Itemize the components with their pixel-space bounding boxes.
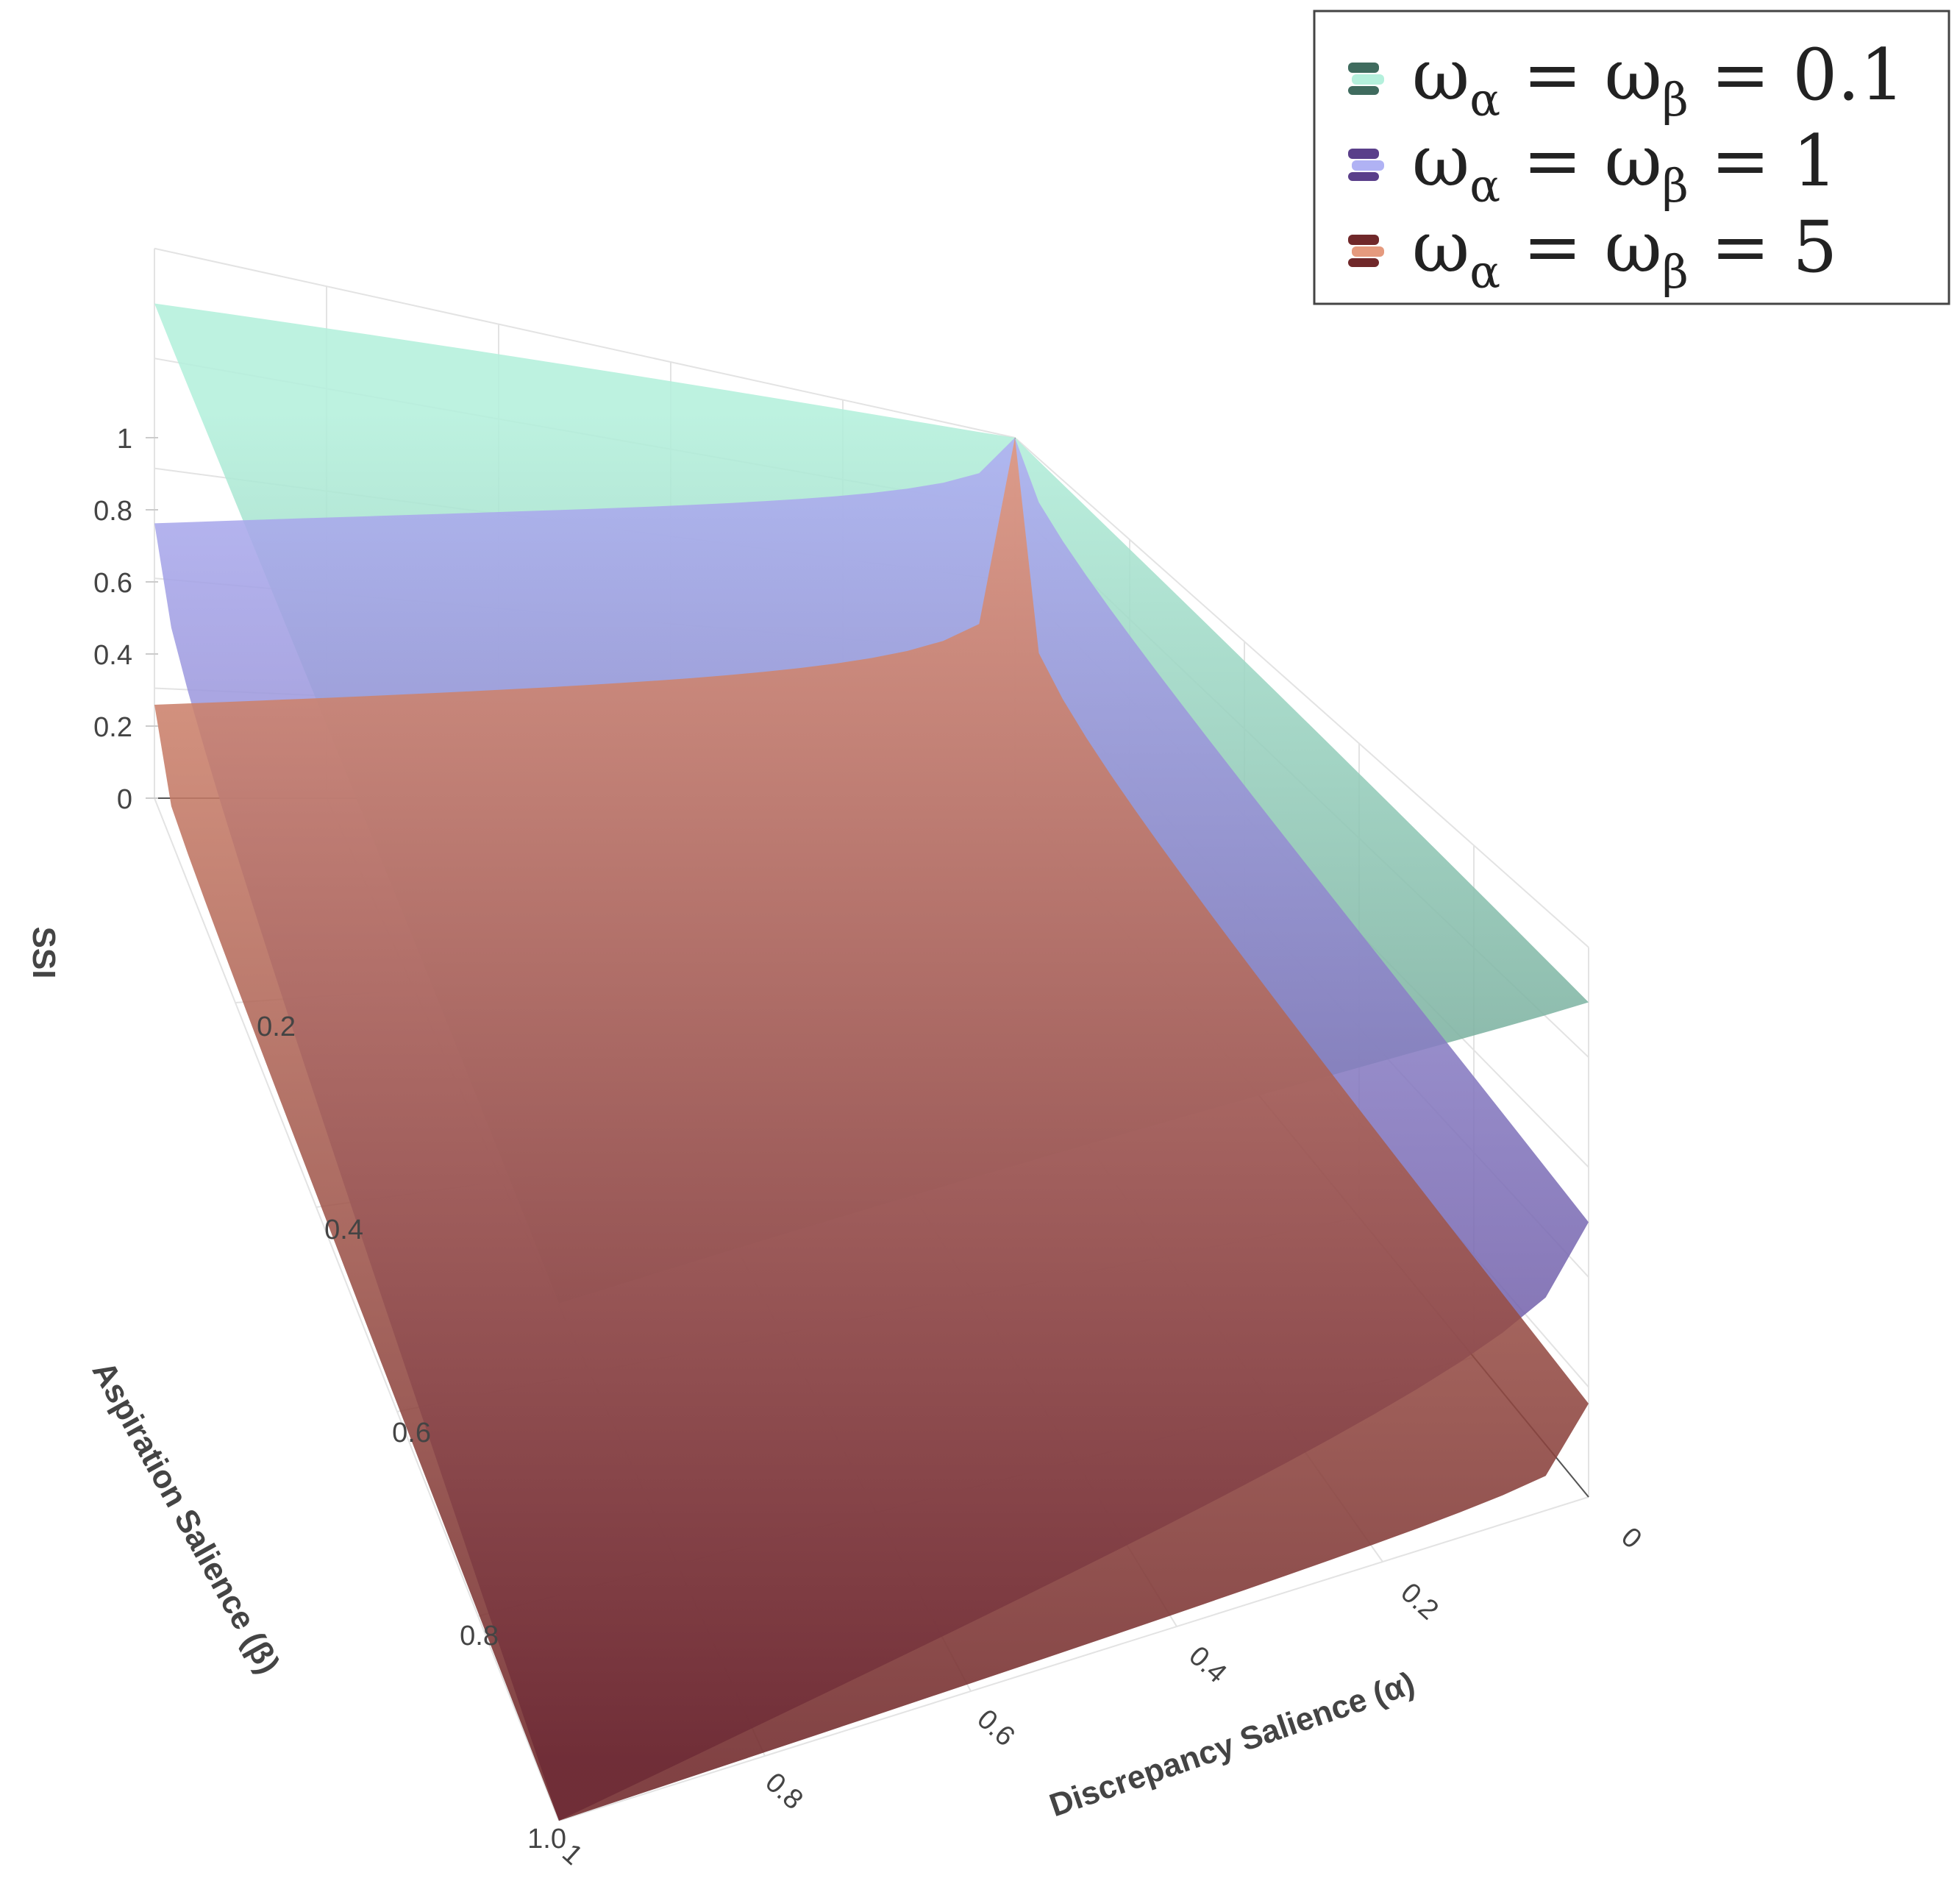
z-tick-label: 0 <box>117 784 132 815</box>
surface-omega-5 <box>154 438 1589 1821</box>
y-tick-label: 0.4 <box>324 1215 363 1245</box>
x-tick-label: 0.8 <box>759 1767 808 1816</box>
x-axis-title: Discrepancy Salience (α) <box>1045 1665 1419 1824</box>
legend-item: ωα = ωβ = 5 <box>1348 206 1837 299</box>
z-tick-label: 0.4 <box>93 640 132 671</box>
y-tick-label: 0.8 <box>460 1621 499 1652</box>
y-tick-label: 1.0 <box>527 1824 566 1855</box>
legend-swatch-icon <box>1348 235 1384 267</box>
z-axis-title: SSI <box>26 927 62 979</box>
z-tick-label: 0.2 <box>93 712 132 743</box>
legend-swatch-icon <box>1348 149 1384 181</box>
z-tick-label: 1 <box>117 424 132 455</box>
z-tick-labels: 0 0.2 0.4 0.6 0.8 1 <box>93 424 158 815</box>
y-tick-label: 0.6 <box>392 1418 431 1448</box>
legend-label: ωα = ωβ = 0.1 <box>1412 34 1905 127</box>
x-tick-label: 0.2 <box>1394 1577 1444 1626</box>
legend-swatch-icon <box>1348 63 1384 95</box>
x-tick-label: 0 <box>1615 1521 1647 1554</box>
legend-box <box>1313 10 1950 305</box>
grid-line <box>1014 437 1589 948</box>
legend-item: ωα = ωβ = 0.1 <box>1348 34 1905 127</box>
legend: ωα = ωβ = 0.1ωα = ωβ = 1ωα = ωβ = 5 <box>1313 10 1950 305</box>
z-tick-label: 0.6 <box>93 568 132 599</box>
grid-line <box>154 247 1016 438</box>
z-tick-label: 0.8 <box>93 496 132 527</box>
x-tick-label: 0.4 <box>1183 1640 1232 1690</box>
y-tick-labels: 0.2 0.4 0.6 0.8 1.0 <box>257 1012 566 1855</box>
y-axis-title: Aspiration Salience (β) <box>85 1356 287 1680</box>
legend-label: ωα = ωβ = 5 <box>1412 206 1837 299</box>
legend-label: ωα = ωβ = 1 <box>1412 120 1837 213</box>
legend-item: ωα = ωβ = 1 <box>1348 120 1837 213</box>
grid-line <box>154 797 560 1821</box>
grid-line <box>558 1496 1589 1821</box>
surfaces <box>154 303 1589 1821</box>
x-tick-label: 0.6 <box>971 1704 1020 1753</box>
y-tick-label: 0.2 <box>257 1012 296 1042</box>
